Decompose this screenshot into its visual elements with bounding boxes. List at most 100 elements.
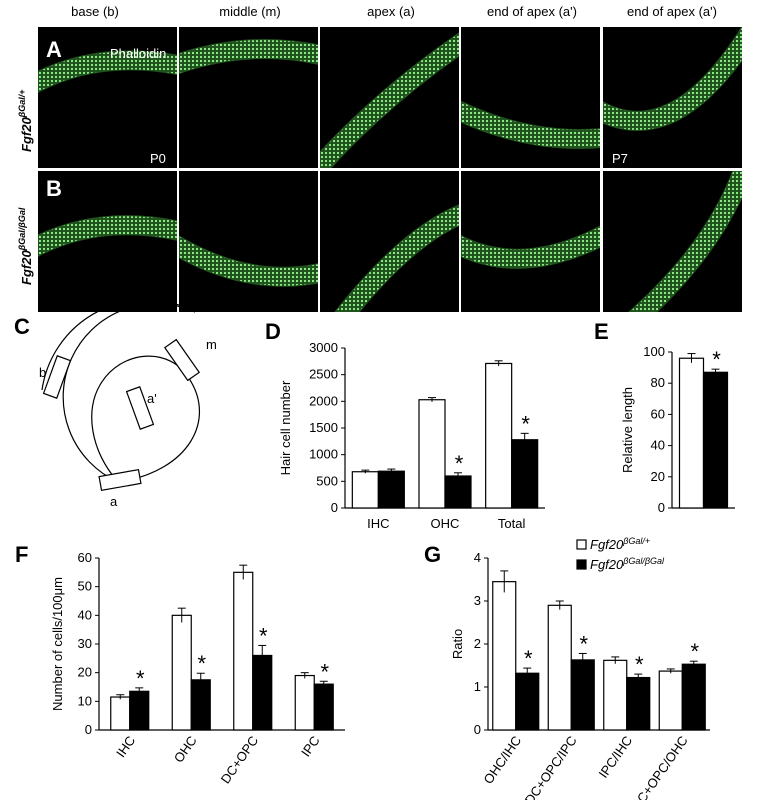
micrograph-r2-c5 [603, 171, 742, 312]
hair-cell-rows [179, 40, 318, 74]
sensory-band [603, 27, 742, 131]
x-tick-label: IHC [367, 516, 389, 531]
cochlea-schematic: C b m a' a [14, 299, 217, 509]
bar-het [110, 696, 131, 731]
sensory-band [179, 235, 318, 287]
bar-mut [377, 470, 405, 509]
panel-label-g: G [424, 542, 441, 567]
y-tick-label: 500 [316, 473, 338, 488]
bar-mut [681, 663, 706, 731]
panel-label-d: D [265, 319, 281, 344]
y-tick-label: 10 [78, 693, 92, 708]
age-label-p0: P0 [150, 151, 166, 166]
region-box-b [42, 355, 72, 399]
significance-star: * [320, 659, 329, 684]
hair-cell-rows [629, 171, 742, 312]
hair-cell-rows [335, 205, 459, 312]
bar-het [658, 670, 683, 731]
chart-d: 0 500 1000 1500 2000 2500 3000 Hair cell number… [278, 340, 545, 531]
bar-het [603, 659, 628, 731]
header-end-apex-p7: end of apex (a') [627, 4, 717, 19]
significance-star: * [690, 639, 699, 664]
bar-mut [626, 676, 651, 731]
x-tick-label: DC+OPC/IPC [522, 733, 580, 800]
sensory-band [334, 204, 459, 312]
bar-mut [570, 659, 595, 731]
y-axis-label: Ratio [450, 629, 465, 659]
micrograph-r1-c4 [461, 27, 600, 168]
header-end-apex-p0: end of apex (a') [487, 4, 577, 19]
hair-cell-rows [179, 236, 318, 286]
hair-cell-rows [320, 33, 459, 168]
y-tick-label: 0 [474, 722, 481, 737]
tissue-texture [38, 27, 177, 168]
header-middle: middle (m) [219, 4, 280, 19]
bar-het [678, 357, 705, 509]
region-box-a [98, 468, 142, 492]
legend-swatch-het [576, 539, 587, 550]
inner-turn [91, 355, 200, 483]
y-tick-label: 20 [78, 665, 92, 680]
significance-star: * [136, 666, 145, 691]
bar-mut [444, 475, 472, 509]
hair-cell-rows [461, 226, 600, 268]
bar-mut [511, 439, 539, 509]
chart-f: 0 10 20 30 40 50 60 Number of cells/100μm * IHC * O… [50, 550, 345, 786]
y-tick-label: 50 [78, 579, 92, 594]
x-tick-label: OHC [431, 516, 460, 531]
bar-mut [252, 654, 273, 731]
micrograph-r1-c1 [38, 27, 177, 168]
chart-g: 0 1 2 3 4 Ratio * OHC/IHC * DC+OPC/IPC * IPC/IHC * DC… [450, 550, 710, 800]
bar-het [492, 581, 517, 731]
tissue-texture [179, 171, 318, 312]
row-b-genotype: Fgf20βGal/βGal [17, 207, 34, 285]
legend-swatch-mut [576, 559, 587, 570]
legend-label-mut: Fgf20βGal/βGal [590, 556, 665, 572]
bar-het [418, 399, 446, 509]
micrograph-r1-c2 [179, 27, 318, 168]
label-m: m [206, 337, 217, 352]
x-tick-label: DC+OPC/OHC [628, 733, 690, 800]
y-tick-label: 0 [331, 500, 338, 515]
bar-het [351, 471, 379, 509]
y-tick-label: 2 [474, 636, 481, 651]
hair-cell-rows [38, 51, 177, 92]
basal-turn [41, 299, 196, 391]
sensory-band [38, 50, 177, 94]
y-tick-label: 100 [643, 344, 665, 359]
y-tick-label: 40 [651, 438, 665, 453]
bar-het [485, 362, 513, 509]
hair-cell-rows [461, 101, 600, 148]
y-tick-label: 4 [474, 550, 481, 565]
y-axis-label: Number of cells/100μm [50, 577, 65, 711]
sensory-band [461, 225, 600, 269]
age-label-p7: P7 [612, 151, 628, 166]
sensory-band [461, 100, 600, 149]
legend: Fgf20βGal/+ Fgf20βGal/βGal [576, 536, 665, 572]
y-tick-label: 60 [78, 550, 92, 565]
x-tick-label: DC+OPC [218, 733, 262, 786]
bar-het [233, 571, 254, 731]
bar-het [294, 674, 315, 731]
sensory-band [179, 39, 318, 75]
significance-star: * [635, 652, 644, 677]
x-tick-label: OHC/IHC [480, 733, 524, 787]
y-tick-label: 3 [474, 593, 481, 608]
y-tick-label: 1500 [309, 420, 338, 435]
micrograph-r1-c5 [603, 27, 742, 168]
x-tick-label: IHC [113, 733, 138, 760]
y-tick-label: 2000 [309, 393, 338, 408]
hair-cell-rows [603, 27, 742, 130]
y-tick-label: 30 [78, 636, 92, 651]
significance-star: * [455, 451, 464, 476]
bar-mut [129, 690, 150, 731]
region-box-a-prime [125, 386, 155, 430]
y-tick-label: 1000 [309, 447, 338, 462]
panel-label-e: E [594, 319, 609, 344]
y-axis-label: Hair cell number [278, 380, 293, 475]
bar-het [171, 614, 192, 731]
bar-het [547, 604, 572, 731]
y-tick-label: 20 [651, 469, 665, 484]
column-headers: base (b) middle (m) apex (a) end of apex… [71, 4, 717, 19]
